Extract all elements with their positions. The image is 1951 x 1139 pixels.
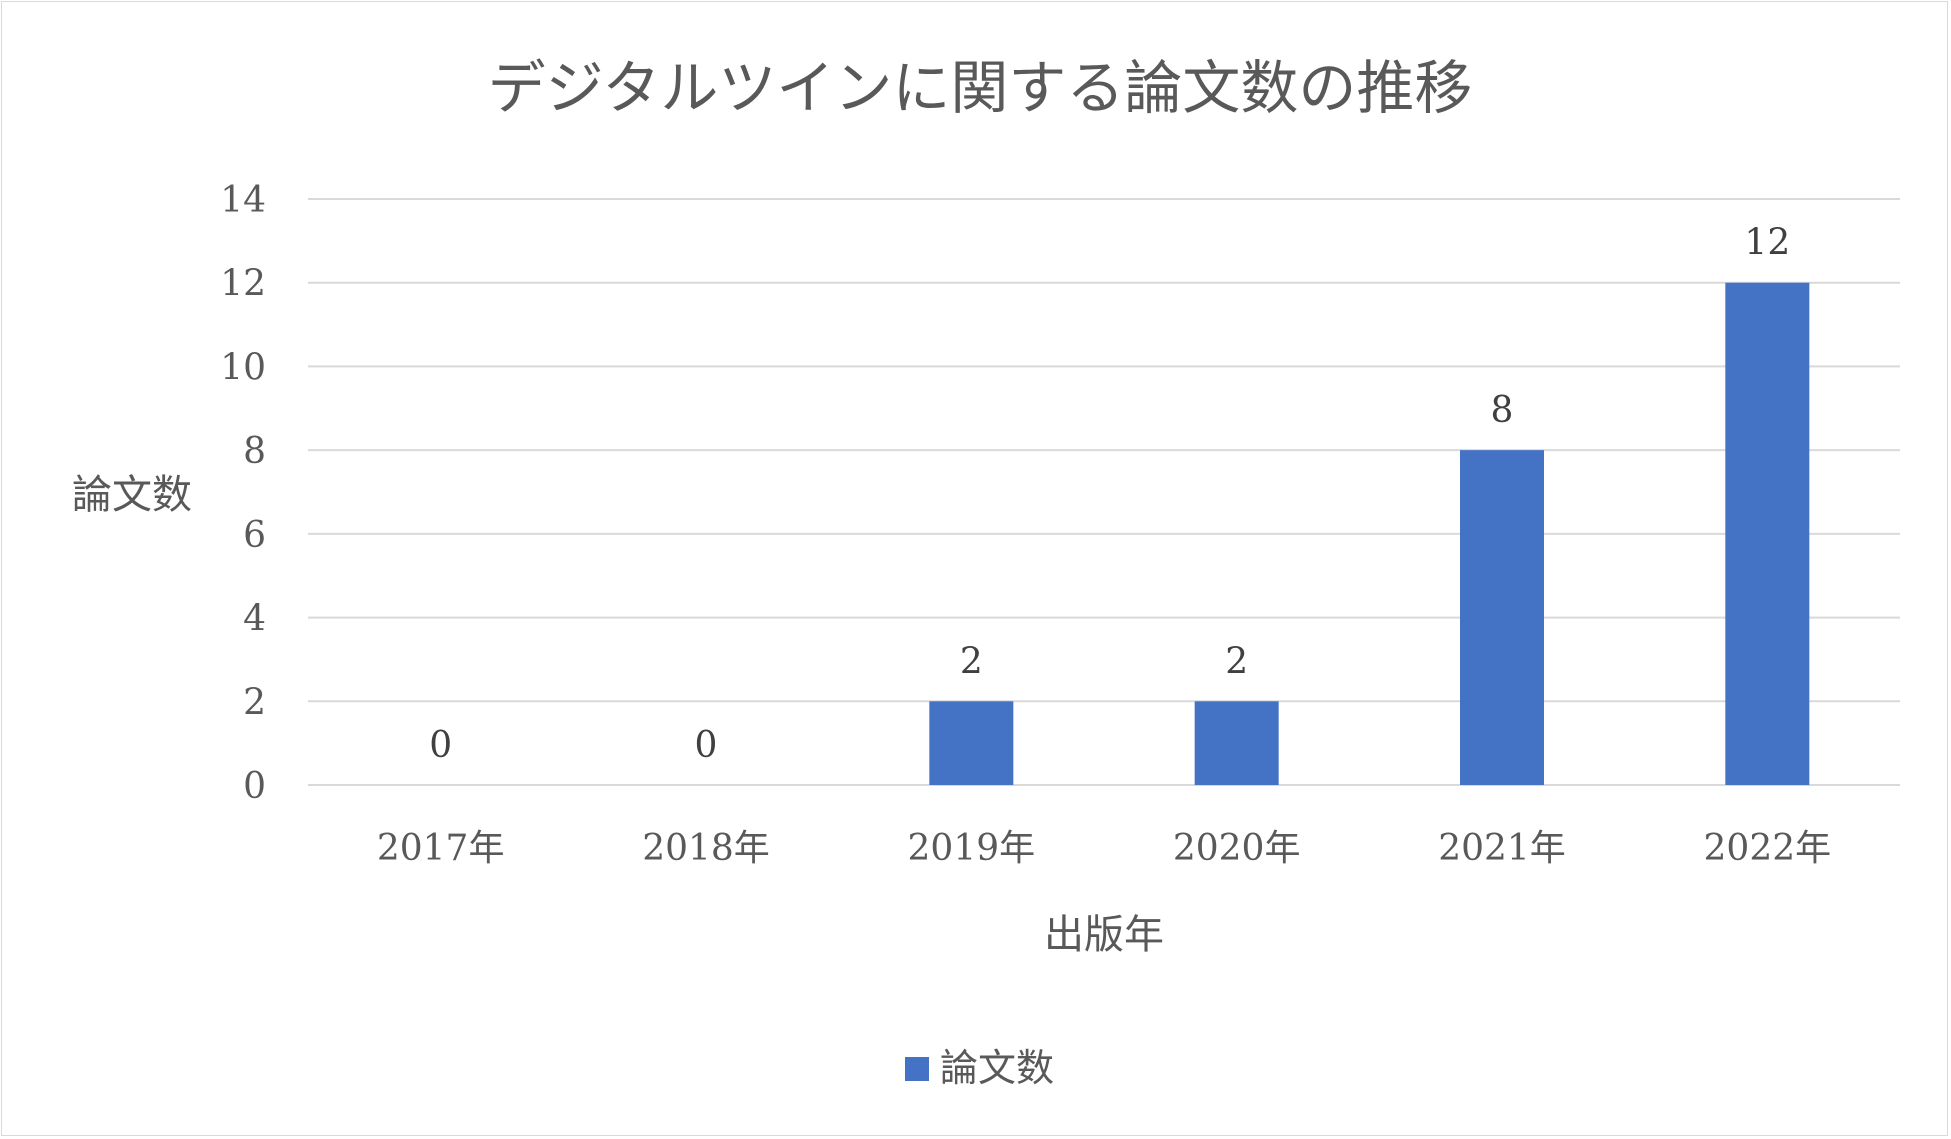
- data-label: 12: [1744, 223, 1790, 264]
- y-tick-label: 2: [243, 682, 266, 723]
- x-tick-label: 2020年: [1173, 828, 1301, 869]
- gridlines: [308, 198, 1900, 786]
- bars: [929, 282, 1810, 785]
- legend-label: 論文数: [940, 1046, 1054, 1090]
- y-tick-label: 10: [220, 347, 266, 388]
- y-tick-label: 4: [243, 599, 266, 640]
- bar: [1460, 450, 1544, 785]
- x-tick-label: 2022年: [1704, 828, 1832, 869]
- data-label: 0: [695, 725, 718, 766]
- y-tick-label: 14: [220, 180, 266, 221]
- y-axis-title: 論文数: [72, 472, 192, 518]
- bar: [1194, 701, 1279, 785]
- chart-title: デジタルツインに関する論文数の推移: [488, 54, 1473, 122]
- data-label: 2: [960, 641, 983, 682]
- y-axis-ticks: 0 2 4 6 8 10 12 14: [220, 180, 266, 807]
- data-labels: 0 0 2 2 8 12: [429, 223, 1790, 766]
- x-tick-label: 2021年: [1438, 828, 1566, 869]
- data-label: 0: [429, 725, 452, 766]
- y-tick-label: 12: [220, 264, 266, 305]
- x-tick-label: 2017年: [377, 828, 505, 869]
- y-tick-label: 0: [243, 766, 266, 807]
- x-tick-label: 2018年: [642, 828, 770, 869]
- y-tick-label: 8: [243, 431, 266, 472]
- bar: [929, 701, 1014, 785]
- x-axis-ticks: 2017年 2018年 2019年 2020年 2021年 2022年: [377, 828, 1831, 869]
- legend: 論文数: [905, 1046, 1054, 1090]
- data-label: 8: [1491, 390, 1514, 431]
- legend-swatch: [905, 1057, 929, 1081]
- bar: [1725, 282, 1810, 785]
- data-label: 2: [1225, 641, 1248, 682]
- y-tick-label: 6: [243, 515, 266, 556]
- x-tick-label: 2019年: [908, 828, 1036, 869]
- x-axis-title: 出版年: [1044, 912, 1164, 958]
